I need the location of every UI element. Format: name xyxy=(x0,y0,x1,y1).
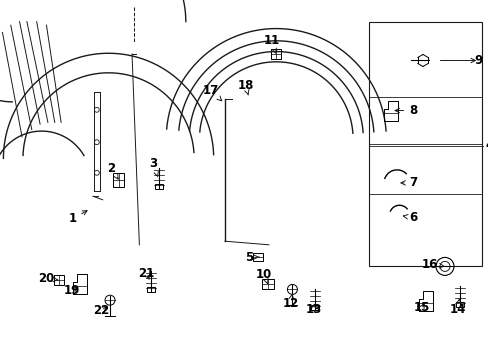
Text: 14: 14 xyxy=(448,299,465,316)
Bar xyxy=(54,275,63,285)
Text: 18: 18 xyxy=(237,79,253,95)
Text: 20: 20 xyxy=(38,272,58,285)
Text: 6: 6 xyxy=(403,211,417,224)
Bar xyxy=(262,279,273,289)
Text: 8: 8 xyxy=(394,104,416,117)
Text: 19: 19 xyxy=(64,284,81,297)
Text: 1: 1 xyxy=(68,211,87,225)
Bar xyxy=(310,305,318,310)
Text: 2: 2 xyxy=(107,162,118,179)
Text: 4: 4 xyxy=(484,139,488,152)
Text: 9: 9 xyxy=(473,54,482,67)
Text: 15: 15 xyxy=(413,301,429,314)
Text: 11: 11 xyxy=(263,34,280,53)
Text: 10: 10 xyxy=(255,268,272,284)
Text: 22: 22 xyxy=(93,304,109,317)
Bar xyxy=(270,49,280,59)
Text: 13: 13 xyxy=(305,303,321,316)
Text: 5: 5 xyxy=(245,251,259,264)
Text: 17: 17 xyxy=(203,84,221,101)
Text: 16: 16 xyxy=(421,258,443,271)
Bar xyxy=(252,253,262,261)
Bar xyxy=(455,302,463,307)
Bar xyxy=(368,22,481,266)
Text: 7: 7 xyxy=(400,176,417,189)
Text: 12: 12 xyxy=(282,294,298,310)
Text: 3: 3 xyxy=(149,157,158,176)
Bar xyxy=(146,287,154,292)
Bar xyxy=(113,173,124,187)
Bar xyxy=(155,184,163,189)
Text: 21: 21 xyxy=(138,267,155,280)
